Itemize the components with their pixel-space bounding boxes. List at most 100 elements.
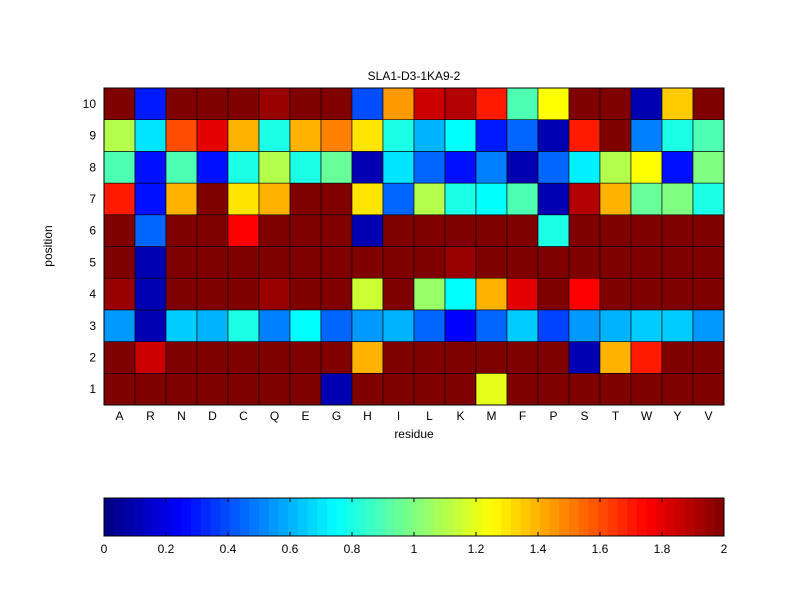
- heatmap-cell: [103, 151, 136, 184]
- heatmap-cell: [165, 119, 198, 152]
- colorbar-segment: [607, 498, 618, 536]
- colorbar-segment: [200, 498, 212, 536]
- heatmap-cell: [630, 372, 663, 406]
- heatmap-cell: [413, 119, 446, 152]
- heatmap-cell: [661, 341, 694, 374]
- heatmap-cell: [537, 214, 570, 247]
- colorbar-segment: [220, 498, 231, 536]
- colorbar-segment: [636, 498, 647, 536]
- heatmap-cell: [413, 372, 446, 406]
- heatmap-cell: [630, 87, 663, 121]
- colorbar-segment: [259, 498, 270, 536]
- colorbar-segment: [598, 498, 609, 536]
- heatmap-cell: [661, 119, 694, 152]
- heatmap-cell: [630, 341, 663, 374]
- heatmap-cell: [320, 341, 353, 374]
- heatmap-cell: [599, 341, 632, 374]
- heatmap-cell: [692, 151, 725, 184]
- colorbar-tick-label: 2: [721, 542, 728, 556]
- heatmap-cell: [475, 372, 508, 406]
- heatmap-cell: [413, 182, 446, 216]
- colorbar-segment: [462, 498, 473, 536]
- heatmap-cell: [692, 214, 725, 247]
- colorbar-segment: [326, 498, 337, 536]
- colorbar-segment: [472, 498, 483, 536]
- heatmap-cell: [227, 309, 260, 342]
- heatmap-cell: [475, 87, 508, 121]
- heatmap-cell: [506, 214, 539, 247]
- heatmap-cell: [289, 309, 322, 342]
- x-tick-label: N: [177, 409, 186, 423]
- heatmap-cell: [289, 119, 322, 152]
- colorbar-segment: [113, 498, 124, 536]
- colorbar-segment: [569, 498, 580, 536]
- heatmap-cell: [630, 214, 663, 247]
- heatmap-cell: [103, 277, 136, 311]
- heatmap-cell: [475, 277, 508, 311]
- colorbar-tick-label: 0.6: [282, 542, 299, 556]
- heatmap-cell: [599, 246, 632, 279]
- heatmap-cell: [289, 372, 322, 406]
- heatmap-cell: [506, 151, 539, 184]
- heatmap-cell: [196, 87, 229, 121]
- heatmap-cell: [227, 277, 260, 311]
- colorbar-segment: [123, 498, 134, 536]
- heatmap-cell: [351, 372, 384, 406]
- heatmap-cell: [444, 151, 477, 184]
- colorbar-segment: [414, 498, 425, 536]
- y-tick-label: 5: [89, 255, 96, 269]
- heatmap-cell: [196, 182, 229, 216]
- heatmap-cell: [351, 246, 384, 279]
- heatmap-cell: [537, 372, 570, 406]
- y-tick-label: 1: [89, 382, 96, 396]
- heatmap-cell: [444, 119, 477, 152]
- heatmap-cell: [413, 277, 446, 311]
- x-tick-label: S: [580, 409, 588, 423]
- colorbar-segment: [133, 498, 144, 536]
- heatmap-cell: [382, 246, 415, 279]
- heatmap-cell: [196, 214, 229, 247]
- colorbar-segment: [249, 498, 260, 536]
- heatmap-cell: [165, 87, 198, 121]
- colorbar-segment: [171, 498, 182, 536]
- colorbar-segment: [501, 498, 512, 536]
- heatmap-cell: [382, 277, 415, 311]
- heatmap-cell: [196, 309, 229, 342]
- heatmap-cell: [227, 214, 260, 247]
- heatmap-cell: [382, 341, 415, 374]
- heatmap-cell: [227, 372, 260, 406]
- heatmap-cell: [537, 87, 570, 121]
- heatmap-cell: [165, 151, 198, 184]
- colorbar-segment: [268, 498, 279, 536]
- colorbar-segment: [530, 498, 541, 536]
- heatmap-cell: [382, 214, 415, 247]
- heatmap-cell: [692, 372, 725, 406]
- heatmap-cell: [506, 119, 539, 152]
- colorbar-segment: [317, 498, 328, 536]
- x-tick-label: E: [301, 409, 309, 423]
- heatmap-cell: [289, 182, 322, 216]
- heatmap-cell: [134, 372, 167, 406]
- colorbar-tick-label: 1: [411, 542, 418, 556]
- heatmap-cell: [630, 309, 663, 342]
- x-axis-label: residue: [394, 427, 434, 441]
- heatmap-cell: [475, 341, 508, 374]
- heatmap-cell: [661, 182, 694, 216]
- x-tick-label: K: [456, 409, 464, 423]
- colorbar-tick-labels: 0 0.2 0.4 0.6 0.8 1 1.2 1.4 1.6 1.8 2: [101, 498, 728, 556]
- y-tick-label: 2: [89, 350, 96, 364]
- heatmap-cell: [320, 182, 353, 216]
- colorbar-segment: [297, 498, 308, 536]
- heatmap-cell: [599, 119, 632, 152]
- colorbar-segment: [355, 498, 367, 536]
- colorbar-segment: [181, 498, 192, 536]
- heatmap-cell: [165, 372, 198, 406]
- heatmap-cell: [382, 119, 415, 152]
- heatmap-cell: [165, 182, 198, 216]
- heatmap-cell: [165, 341, 198, 374]
- heatmap-cell: [661, 87, 694, 121]
- heatmap-cell: [506, 182, 539, 216]
- colorbar-segment: [346, 498, 357, 536]
